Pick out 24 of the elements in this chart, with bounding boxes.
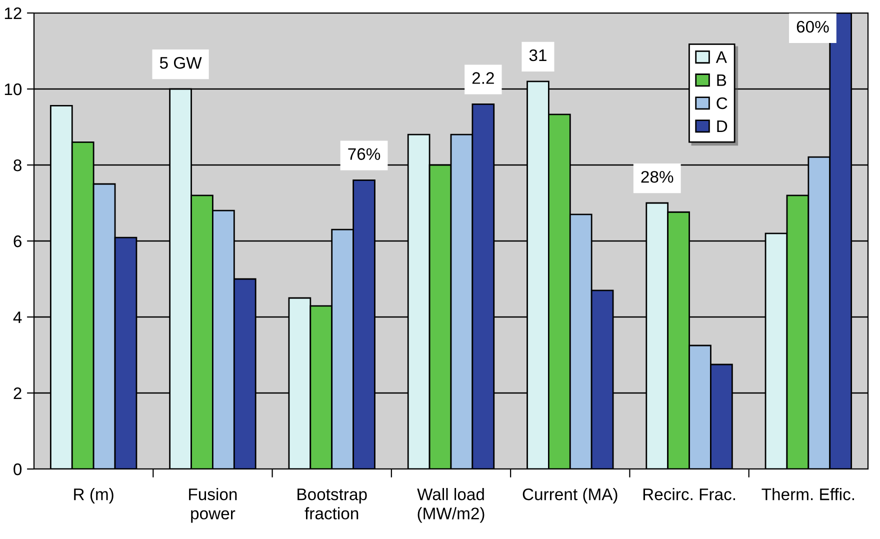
annotation: 76%	[348, 148, 380, 160]
annotation: 2.2	[472, 72, 494, 84]
x-tick-label: Bootstrap fraction	[298, 488, 367, 520]
y-tick-label: 2	[14, 387, 22, 400]
y-tick-label: 10	[4, 83, 22, 96]
y-tick-label: 4	[13, 312, 22, 324]
x-tick-label: Recirc. Frac.	[643, 488, 735, 500]
y-tick-label: 0	[14, 463, 22, 476]
y-tick-label: 8	[14, 159, 22, 172]
annotation: 31	[529, 49, 546, 62]
legend-label: C	[716, 97, 728, 110]
y-tick-label: 6	[14, 235, 22, 248]
x-tick-label: Current (MA)	[522, 488, 618, 504]
x-tick-label: Therm. Effic.	[762, 488, 854, 500]
legend-label: A	[716, 51, 727, 63]
annotation: 5 GW	[160, 56, 202, 69]
legend-label: B	[717, 74, 726, 86]
annotation: 60%	[796, 20, 829, 33]
annotation: 28%	[641, 170, 674, 183]
y-tick-label: 12	[4, 7, 22, 20]
x-tick-label: Wall load (MW/m2)	[417, 488, 484, 523]
x-tick-label: R (m)	[74, 488, 114, 504]
legend-label: D	[717, 120, 728, 132]
x-tick-label: Fusion power	[189, 488, 237, 523]
